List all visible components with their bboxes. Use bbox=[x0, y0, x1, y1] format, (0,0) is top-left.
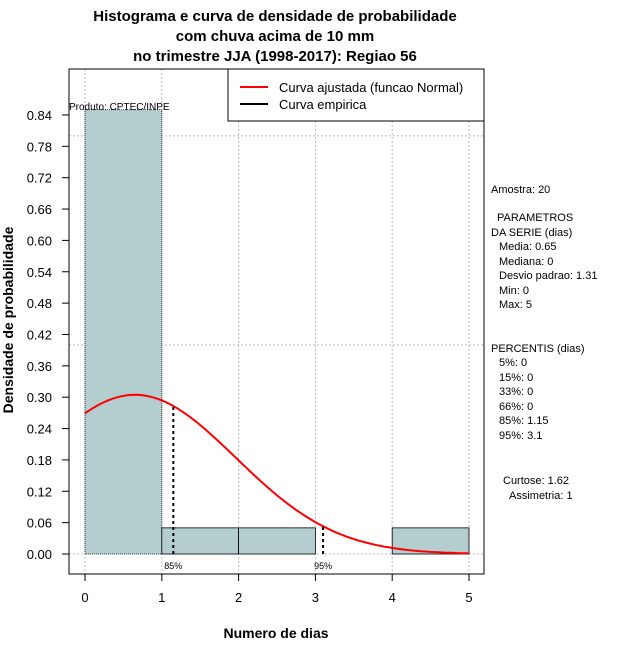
chart-title-line-1: Histograma e curva de densidade de proba… bbox=[93, 8, 456, 25]
stat-p66: 66%: 0 bbox=[499, 401, 533, 413]
stat-p85: 85%: 1.15 bbox=[499, 415, 549, 427]
legend-label-empirical: Curva empirica bbox=[279, 97, 367, 112]
stat-assimetria: Assimetria: 1 bbox=[509, 490, 573, 502]
chart-title-line-2: com chuva acima de 10 mm bbox=[176, 28, 374, 45]
y-tick-label: 0.48 bbox=[27, 296, 52, 311]
stat-media: Media: 0.65 bbox=[499, 241, 556, 253]
histogram-bar bbox=[161, 527, 240, 555]
histogram-bar bbox=[84, 109, 163, 555]
y-tick-label: 0.72 bbox=[27, 171, 52, 186]
y-tick-label: 0.36 bbox=[27, 359, 52, 374]
stat-p5: 5%: 0 bbox=[499, 357, 527, 369]
histogram-bar bbox=[238, 527, 316, 555]
stat-p15: 15%: 0 bbox=[499, 372, 533, 384]
y-tick-label: 0.24 bbox=[27, 422, 52, 437]
y-tick-label: 0.00 bbox=[27, 547, 52, 562]
fitted-normal-curve bbox=[84, 393, 470, 555]
legend-label-fitted: Curva ajustada (funcao Normal) bbox=[279, 80, 463, 95]
y-tick-label: 0.42 bbox=[27, 327, 52, 342]
x-tick-label: 4 bbox=[389, 590, 396, 605]
stat-param-title-1: PARAMETROS bbox=[497, 212, 573, 224]
y-tick-label: 0.30 bbox=[27, 390, 52, 405]
stat-p95: 95%: 3.1 bbox=[499, 430, 542, 442]
y-tick-label: 0.54 bbox=[27, 265, 52, 280]
stat-curtose: Curtose: 1.62 bbox=[503, 475, 569, 487]
y-tick-label: 0.84 bbox=[27, 108, 52, 123]
x-tick-label: 3 bbox=[312, 590, 319, 605]
legend: Curva ajustada (funcao Normal) Curva emp… bbox=[227, 68, 485, 122]
stat-min: Min: 0 bbox=[499, 285, 529, 297]
y-tick-label: 0.18 bbox=[27, 453, 52, 468]
y-axis-label: Densidade de probabilidade bbox=[0, 226, 16, 413]
x-tick-label: 0 bbox=[81, 590, 88, 605]
x-axis-label: Numero de dias bbox=[223, 625, 328, 641]
chart-title-line-3: no trimestre JJA (1998-2017): Regiao 56 bbox=[133, 48, 417, 65]
stat-mediana: Mediana: 0 bbox=[499, 256, 553, 268]
percentile-marker-label: 85% bbox=[164, 561, 182, 571]
stat-perc-title: PERCENTIS (dias) bbox=[491, 343, 585, 355]
y-tick-label: 0.12 bbox=[27, 484, 52, 499]
stat-amostra: Amostra: 20 bbox=[491, 184, 550, 196]
x-tick-label: 1 bbox=[158, 590, 165, 605]
stat-desvio: Desvio padrao: 1.31 bbox=[499, 270, 597, 282]
x-tick-label: 5 bbox=[465, 590, 472, 605]
y-tick-label: 0.60 bbox=[27, 233, 52, 248]
stat-max: Max: 5 bbox=[499, 299, 532, 311]
stat-p33: 33%: 0 bbox=[499, 386, 533, 398]
percentile-marker-label: 95% bbox=[314, 561, 332, 571]
x-tick-label: 2 bbox=[235, 590, 242, 605]
credit-label: Produto: CPTEC/INPE bbox=[69, 102, 170, 113]
stat-param-title-2: DA SERIE (dias) bbox=[491, 227, 572, 239]
stats-panel: Amostra: 20 PARAMETROS DA SERIE (dias) M… bbox=[491, 184, 597, 502]
y-tick-label: 0.78 bbox=[27, 139, 52, 154]
y-tick-label: 0.66 bbox=[27, 202, 52, 217]
y-tick-label: 0.06 bbox=[27, 516, 52, 531]
